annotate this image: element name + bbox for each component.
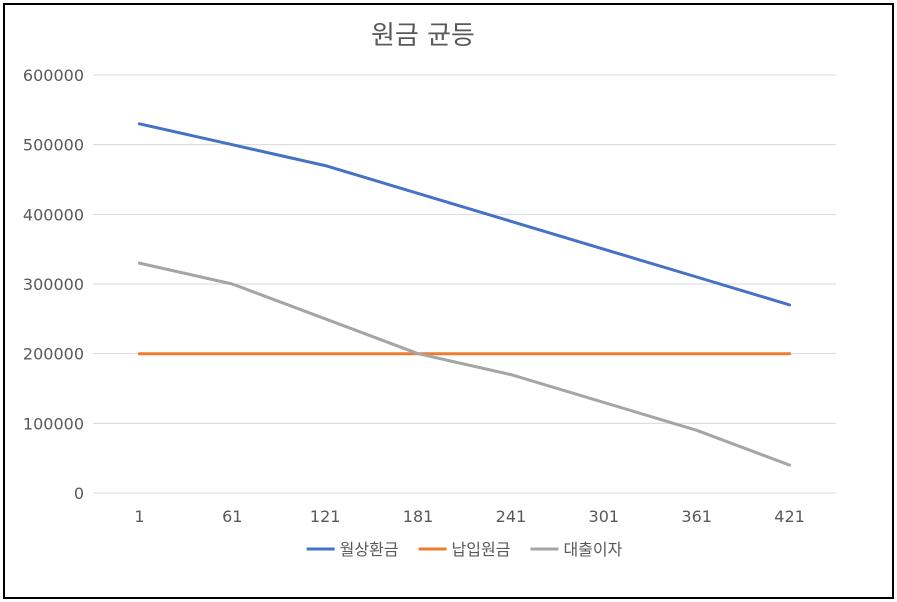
y-tick-label: 300000 (23, 275, 84, 294)
x-tick-label: 1 (134, 507, 144, 526)
legend: 월상환금 납입원금 대출이자 (306, 540, 623, 559)
gridlines (93, 74, 836, 494)
x-axis-tick-labels: 1 61 121 181 241 301 361 421 (134, 507, 804, 526)
legend-label-2: 납입원금 (452, 540, 511, 559)
x-tick-label: 301 (589, 507, 620, 526)
x-tick-label: 181 (403, 507, 434, 526)
chart-title: 원금 균등 (371, 21, 475, 51)
x-tick-label: 241 (496, 507, 527, 526)
x-tick-label: 121 (310, 507, 341, 526)
y-tick-label: 400000 (23, 205, 84, 224)
x-tick-label: 421 (774, 507, 805, 526)
series-lines (137, 122, 792, 467)
y-tick-label: 0 (74, 484, 84, 503)
series-line-3 (137, 261, 792, 467)
y-tick-label: 600000 (23, 66, 84, 85)
y-tick-label: 500000 (23, 136, 84, 155)
chart-frame (3, 3, 894, 599)
x-tick-label: 361 (681, 507, 712, 526)
legend-label-3: 대출이자 (563, 540, 622, 559)
y-axis-tick-labels: 0 100000 200000 300000 400000 500000 600000 (23, 66, 84, 503)
x-tick-label: 61 (222, 507, 242, 526)
legend-label-1: 월상환금 (340, 540, 399, 559)
series-line-1 (137, 122, 792, 307)
y-tick-label: 200000 (23, 345, 84, 364)
y-tick-label: 100000 (23, 414, 84, 433)
